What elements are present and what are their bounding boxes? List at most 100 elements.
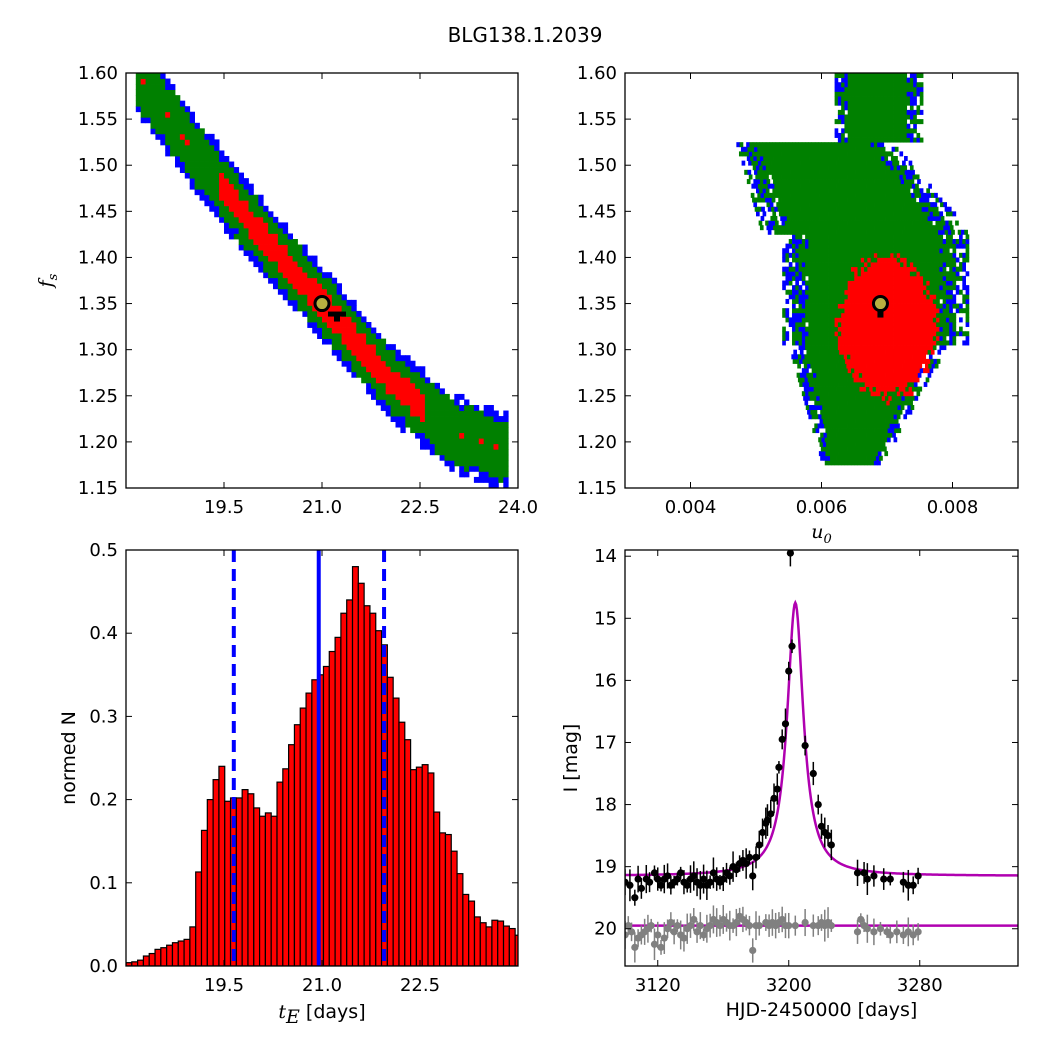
likelihood-cell xyxy=(790,169,794,175)
likelihood-cell xyxy=(825,405,830,411)
likelihood-cell xyxy=(885,160,890,166)
likelihood-cell xyxy=(879,197,884,203)
likelihood-cell xyxy=(214,161,220,168)
likelihood-cell xyxy=(840,174,845,180)
likelihood-cell xyxy=(867,132,872,138)
likelihood-cell xyxy=(854,239,858,245)
likelihood-cell xyxy=(887,358,892,364)
likelihood-cell xyxy=(906,368,911,374)
likelihood-cell xyxy=(844,234,849,240)
likelihood-cell xyxy=(806,192,811,198)
likelihood-cell xyxy=(805,280,809,286)
likelihood-cell xyxy=(883,414,888,420)
likelihood-cell xyxy=(228,216,235,223)
likelihood-cell xyxy=(909,262,914,268)
likelihood-cell xyxy=(351,322,357,328)
likelihood-cell xyxy=(488,405,494,411)
likelihood-cell xyxy=(828,289,832,295)
likelihood-cell xyxy=(893,82,898,88)
likelihood-cell xyxy=(847,197,851,203)
likelihood-cell xyxy=(951,229,955,235)
likelihood-cell xyxy=(909,174,913,180)
likelihood-cell xyxy=(830,377,835,383)
likelihood-cell xyxy=(922,354,927,360)
likelihood-cell xyxy=(140,111,146,118)
likelihood-cell xyxy=(923,298,927,304)
likelihood-cell xyxy=(822,225,826,231)
likelihood-cell xyxy=(297,305,303,312)
likelihood-cell xyxy=(802,156,807,162)
likelihood-cell xyxy=(838,358,843,364)
likelihood-cell xyxy=(841,266,845,272)
likelihood-cell xyxy=(307,322,313,328)
likelihood-cell xyxy=(838,156,843,162)
likelihood-cell xyxy=(809,381,813,387)
likelihood-cell xyxy=(914,349,919,355)
likelihood-cell xyxy=(366,360,372,367)
likelihood-cell xyxy=(336,305,342,312)
likelihood-cell xyxy=(883,326,888,332)
likelihood-cell xyxy=(923,317,927,323)
likelihood-cell xyxy=(424,432,431,439)
likelihood-cell xyxy=(797,197,802,203)
likelihood-cell xyxy=(434,438,440,445)
y-tick-label: 1.20 xyxy=(577,432,617,453)
likelihood-cell xyxy=(880,82,885,88)
likelihood-cell xyxy=(769,165,773,171)
likelihood-cell xyxy=(893,266,898,272)
likelihood-cell xyxy=(877,243,881,249)
likelihood-cell xyxy=(826,455,831,461)
likelihood-cell xyxy=(864,82,868,88)
likelihood-cell xyxy=(890,317,894,323)
likelihood-cell xyxy=(835,418,840,424)
x-tick-label: 21.0 xyxy=(302,975,342,996)
likelihood-cell xyxy=(801,368,806,374)
likelihood-cell xyxy=(160,84,166,90)
likelihood-cell xyxy=(890,211,894,217)
likelihood-cell xyxy=(893,114,898,120)
likelihood-cell xyxy=(858,451,862,457)
likelihood-cell xyxy=(331,327,338,334)
likelihood-cell xyxy=(361,322,367,328)
likelihood-cell xyxy=(810,409,815,415)
likelihood-cell xyxy=(873,91,878,97)
likelihood-cell xyxy=(867,119,872,125)
likelihood-cell xyxy=(782,225,787,231)
likelihood-cell xyxy=(841,82,845,88)
likelihood-cell xyxy=(831,165,835,171)
likelihood-cell xyxy=(798,322,803,328)
likelihood-cell xyxy=(909,326,914,332)
y-tick-label: 0.4 xyxy=(89,623,118,644)
likelihood-cell xyxy=(827,446,832,452)
likelihood-cell xyxy=(834,271,839,277)
data-point xyxy=(781,720,790,728)
likelihood-cell xyxy=(890,331,894,337)
likelihood-cell xyxy=(753,202,758,208)
likelihood-cell xyxy=(757,169,761,175)
likelihood-cell xyxy=(903,105,908,111)
likelihood-cell xyxy=(273,266,279,273)
likelihood-cell xyxy=(870,252,875,258)
likelihood-cell xyxy=(851,225,856,231)
likelihood-cell xyxy=(792,142,796,148)
likelihood-cell xyxy=(493,427,499,434)
likelihood-cell xyxy=(841,391,845,397)
likelihood-cell xyxy=(833,409,837,415)
likelihood-cell xyxy=(322,338,328,345)
likelihood-cell xyxy=(900,202,905,208)
data-point xyxy=(673,875,682,883)
likelihood-cell xyxy=(848,179,853,185)
likelihood-cell xyxy=(788,275,793,281)
likelihood-cell xyxy=(923,345,927,351)
likelihood-cell xyxy=(905,363,910,369)
likelihood-cell xyxy=(860,86,865,92)
likelihood-cell xyxy=(847,285,852,291)
likelihood-cell xyxy=(923,252,927,258)
likelihood-cell xyxy=(880,257,885,263)
likelihood-cell xyxy=(845,395,850,401)
likelihood-cell xyxy=(906,317,911,323)
histogram-bar xyxy=(398,721,406,966)
likelihood-cell xyxy=(959,234,963,240)
likelihood-cell xyxy=(909,377,913,383)
likelihood-cell xyxy=(894,179,898,185)
